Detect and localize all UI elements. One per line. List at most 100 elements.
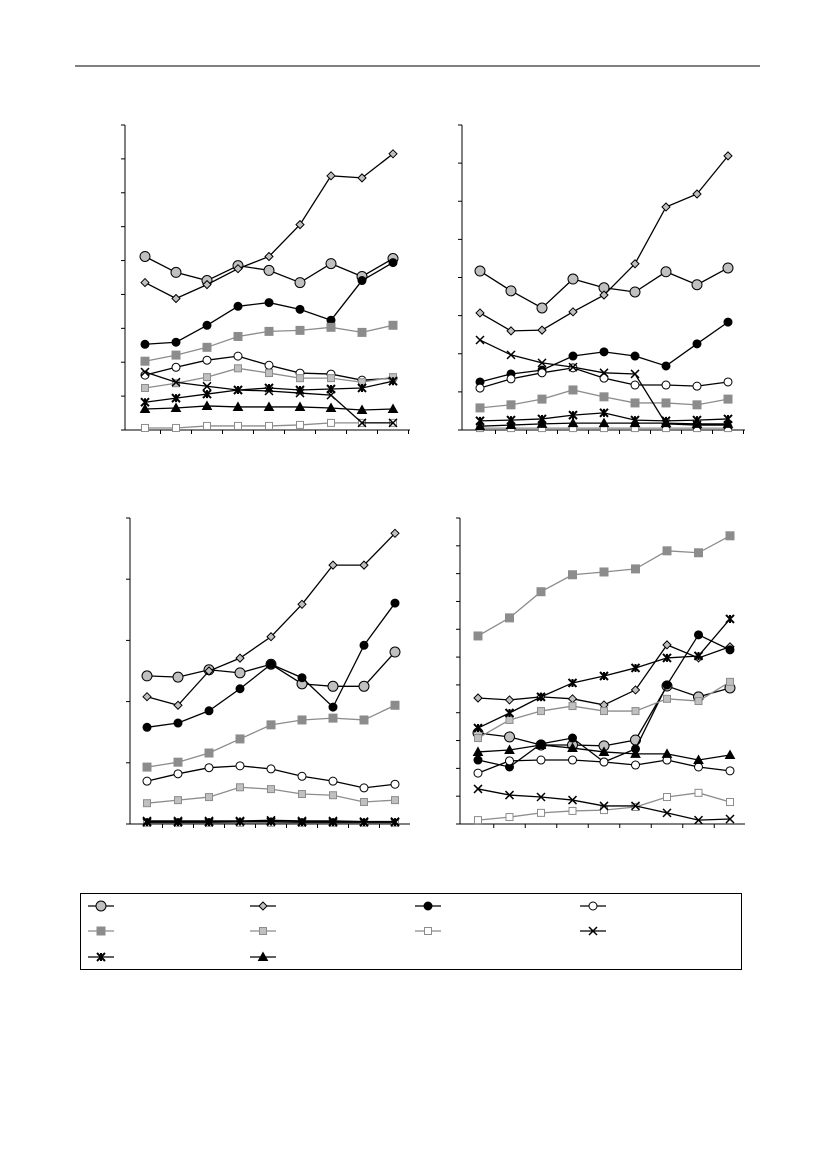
marker (328, 713, 338, 723)
marker (567, 273, 579, 285)
marker (536, 792, 546, 802)
marker (263, 401, 275, 411)
marker (170, 402, 182, 412)
legend-box (80, 893, 742, 970)
marker (204, 748, 214, 758)
marker (265, 421, 273, 430)
marker (202, 342, 212, 352)
marker (236, 783, 244, 792)
marker (599, 801, 609, 811)
marker (723, 377, 733, 387)
marker (297, 817, 307, 827)
marker (173, 817, 183, 827)
marker (205, 793, 213, 802)
marker (264, 383, 274, 393)
marker (661, 202, 671, 212)
marker (388, 149, 398, 159)
marker (265, 369, 273, 378)
marker (202, 389, 212, 399)
marker (722, 262, 734, 274)
marker (694, 788, 703, 797)
marker (506, 374, 516, 384)
marker (630, 748, 641, 758)
marker (234, 421, 242, 430)
marker (694, 630, 703, 640)
marker (504, 790, 515, 800)
marker (297, 673, 307, 683)
marker (630, 259, 640, 269)
marker (140, 277, 150, 288)
marker (506, 350, 516, 360)
marker (233, 331, 243, 341)
marker (389, 646, 401, 658)
marker (390, 528, 400, 539)
marker (142, 817, 152, 827)
marker (474, 734, 482, 743)
marker (388, 418, 398, 428)
marker (235, 734, 245, 744)
marker (568, 733, 577, 743)
marker (294, 277, 306, 289)
marker (234, 364, 242, 373)
marker (141, 383, 149, 392)
marker (726, 677, 734, 686)
marker (692, 381, 702, 391)
marker (357, 173, 367, 183)
marker (630, 351, 640, 361)
marker (233, 351, 243, 361)
marker (391, 796, 399, 805)
marker (599, 290, 609, 300)
legend-marker (588, 901, 598, 911)
marker (473, 768, 483, 778)
marker (173, 718, 183, 728)
marker (473, 693, 483, 703)
series-line (479, 155, 729, 332)
marker (475, 335, 485, 345)
marker (599, 368, 609, 378)
marker (233, 263, 243, 274)
marker (726, 798, 734, 807)
marker (629, 417, 641, 428)
marker (235, 816, 245, 827)
marker (599, 373, 609, 383)
marker (536, 755, 546, 765)
series-line (477, 685, 731, 747)
marker (475, 383, 485, 393)
marker (598, 417, 610, 428)
marker (568, 570, 577, 580)
marker (692, 339, 702, 349)
marker (142, 722, 152, 732)
marker (567, 694, 578, 704)
legend-marker (588, 926, 598, 936)
marker (172, 423, 180, 432)
marker (692, 400, 702, 410)
marker (630, 398, 640, 408)
marker (171, 293, 181, 304)
marker (232, 401, 244, 411)
marker (266, 720, 276, 730)
marker (536, 418, 548, 428)
marker (473, 755, 483, 765)
marker (326, 384, 336, 394)
marker (660, 417, 672, 428)
series-line (146, 532, 396, 707)
marker (505, 285, 517, 297)
marker (326, 322, 336, 332)
marker (327, 374, 335, 383)
marker (202, 381, 212, 391)
marker (505, 813, 514, 822)
marker (568, 702, 577, 711)
marker (359, 560, 369, 570)
marker (202, 320, 212, 330)
marker (537, 358, 547, 368)
marker (535, 739, 547, 749)
marker (328, 776, 338, 786)
marker (387, 403, 399, 413)
marker (328, 560, 338, 570)
marker (725, 766, 735, 776)
marker (599, 671, 609, 681)
legend-marker (259, 927, 267, 935)
marker (297, 599, 307, 609)
marker (693, 651, 704, 661)
